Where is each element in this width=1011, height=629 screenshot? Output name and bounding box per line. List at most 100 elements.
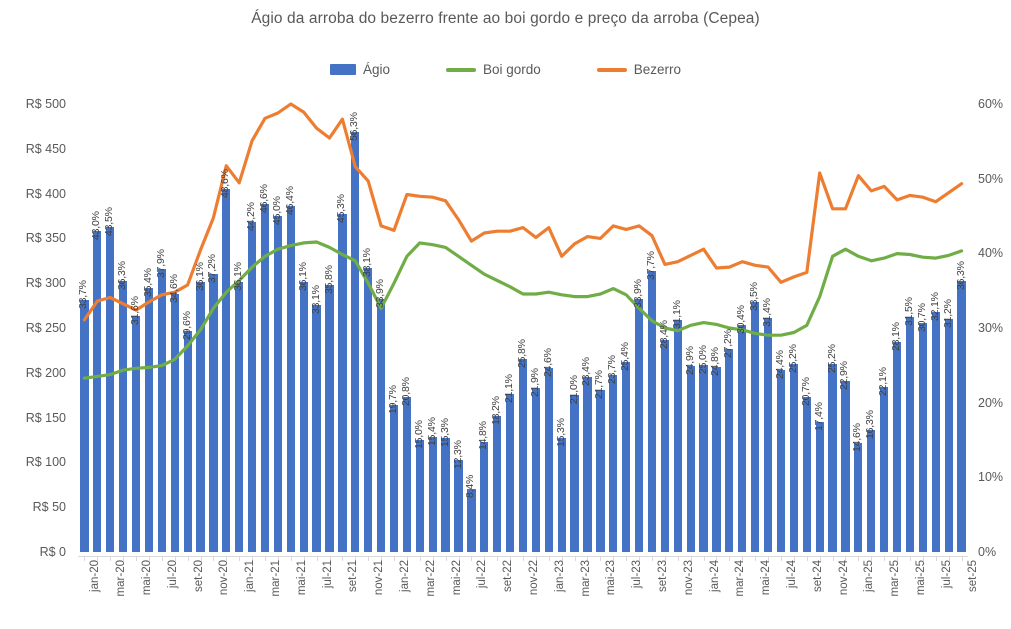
x-axis-tick xyxy=(961,556,963,561)
x-axis-tick xyxy=(729,556,731,561)
bar-agio[interactable] xyxy=(286,205,295,552)
bar-value-label: 15,3% xyxy=(438,417,451,447)
bar-agio[interactable] xyxy=(222,189,231,552)
bar-agio[interactable] xyxy=(544,368,553,552)
bar-agio[interactable] xyxy=(854,443,863,552)
bar-agio[interactable] xyxy=(299,282,308,552)
x-axis-tick xyxy=(587,556,589,561)
bar-agio[interactable] xyxy=(957,280,966,552)
bar-agio[interactable] xyxy=(828,363,837,552)
bar-agio[interactable] xyxy=(647,270,657,552)
bar-agio[interactable] xyxy=(622,362,631,552)
x-axis-label: jan-25 xyxy=(863,560,876,592)
bar-agio[interactable] xyxy=(841,381,850,552)
bar-agio[interactable] xyxy=(106,227,115,552)
bar-agio[interactable] xyxy=(880,387,889,552)
bar-agio[interactable] xyxy=(596,389,605,552)
bar-agio[interactable] xyxy=(751,301,760,552)
bar-agio[interactable] xyxy=(364,267,373,552)
bar-agio[interactable] xyxy=(402,396,412,552)
bar-agio[interactable] xyxy=(518,359,528,552)
x-axis-tick xyxy=(277,556,279,561)
legend-item-agio[interactable]: Ágio xyxy=(329,62,390,77)
x-axis-tick xyxy=(471,556,473,561)
bar-agio[interactable] xyxy=(209,274,218,552)
bar-agio[interactable] xyxy=(467,489,476,552)
legend-item-boi-gordo[interactable]: Boi gordo xyxy=(445,62,541,77)
bar-agio[interactable] xyxy=(480,441,489,552)
x-axis-tick xyxy=(677,556,679,561)
bar-agio[interactable] xyxy=(660,339,669,552)
bar-agio[interactable] xyxy=(157,269,166,552)
bar-agio[interactable] xyxy=(389,404,399,552)
bar-agio[interactable] xyxy=(867,430,876,552)
bar-agio[interactable] xyxy=(763,317,773,552)
bar-agio[interactable] xyxy=(376,298,386,552)
bar-agio[interactable] xyxy=(260,204,270,552)
bar-agio[interactable] xyxy=(235,282,244,552)
x-axis-label: jan-22 xyxy=(399,560,411,592)
bar-agio[interactable] xyxy=(815,422,824,552)
bar-agio[interactable] xyxy=(699,365,708,552)
bar-agio[interactable] xyxy=(351,131,360,552)
x-axis-tick xyxy=(368,556,370,561)
bar-agio[interactable] xyxy=(918,322,927,552)
bar-agio[interactable] xyxy=(557,437,566,552)
x-axis-label: mai-25 xyxy=(914,560,927,596)
bar-agio[interactable] xyxy=(80,300,89,552)
bar-agio[interactable] xyxy=(505,394,515,552)
bar-value-label: 30,7% xyxy=(915,302,928,332)
bar-agio[interactable] xyxy=(931,312,940,552)
x-axis-tick xyxy=(432,556,434,561)
y-right-tick: 60% xyxy=(978,97,1004,111)
bar-agio[interactable] xyxy=(905,316,915,552)
bar-agio[interactable] xyxy=(493,416,502,552)
x-axis-tick xyxy=(110,556,112,561)
legend-item-bezerro[interactable]: Bezerro xyxy=(596,62,681,77)
x-axis-tick xyxy=(226,556,228,561)
bar-agio[interactable] xyxy=(738,325,747,552)
x-axis-tick xyxy=(458,556,460,561)
x-axis-tick xyxy=(574,556,576,561)
x-axis-tick xyxy=(97,556,99,561)
bar-agio[interactable] xyxy=(428,437,437,552)
bar-agio[interactable] xyxy=(583,377,592,552)
bar-agio[interactable] xyxy=(338,213,347,552)
bar-agio[interactable] xyxy=(196,282,205,552)
bar-agio[interactable] xyxy=(686,366,695,552)
bar-agio[interactable] xyxy=(802,397,811,552)
x-axis-tick xyxy=(84,556,86,561)
x-axis-tick xyxy=(161,556,163,561)
bar-agio[interactable] xyxy=(892,342,902,552)
bar-agio[interactable] xyxy=(93,230,102,552)
bar-agio[interactable] xyxy=(183,331,192,552)
bar-agio[interactable] xyxy=(131,316,141,552)
bar-agio[interactable] xyxy=(609,375,618,552)
bar-agio[interactable] xyxy=(248,221,257,552)
bar-agio[interactable] xyxy=(776,369,786,552)
x-axis-tick xyxy=(561,556,563,561)
bar-agio[interactable] xyxy=(712,366,721,552)
bar-agio[interactable] xyxy=(441,437,450,552)
bar-agio[interactable] xyxy=(725,348,734,552)
bar-agio[interactable] xyxy=(312,304,321,552)
bar-agio[interactable] xyxy=(673,319,682,552)
bar-agio[interactable] xyxy=(144,287,154,552)
x-axis-tick xyxy=(651,556,653,561)
bar-agio[interactable] xyxy=(531,388,541,552)
bar-agio[interactable] xyxy=(454,460,463,552)
bar-agio[interactable] xyxy=(944,319,953,552)
x-axis-tick xyxy=(819,556,821,561)
bar-value-label: 8,4% xyxy=(464,475,477,499)
bar-agio[interactable] xyxy=(634,298,644,552)
y-left-tick: R$ 450 xyxy=(25,141,66,156)
bar-agio[interactable] xyxy=(119,280,128,552)
y-right-tick: 10% xyxy=(978,470,1004,485)
bar-agio[interactable] xyxy=(789,363,798,552)
bar-agio[interactable] xyxy=(415,440,424,552)
bar-agio[interactable] xyxy=(570,395,579,552)
bar-agio[interactable] xyxy=(170,293,179,552)
bar-agio[interactable] xyxy=(325,284,334,552)
x-axis-tick xyxy=(806,556,808,561)
bar-agio[interactable] xyxy=(273,216,283,552)
